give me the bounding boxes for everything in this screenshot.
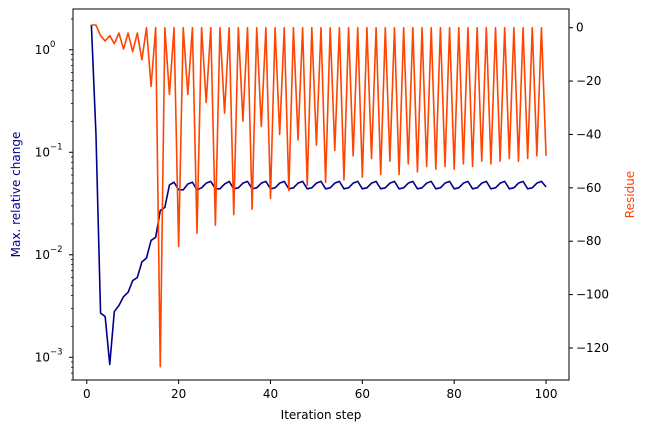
x-tick-label: 0 bbox=[83, 387, 91, 401]
x-axis-label: Iteration step bbox=[281, 408, 362, 422]
left-y-tick-exponent: −2 bbox=[50, 245, 63, 255]
left-y-tick-label: 10 bbox=[35, 43, 50, 57]
plot-frame bbox=[72, 8, 570, 381]
left-y-tick-label: 10 bbox=[35, 350, 50, 364]
left-y-axis-label: Max. relative change bbox=[9, 132, 23, 258]
right-y-tick-label: −100 bbox=[576, 288, 609, 302]
right-y-tick-label: −40 bbox=[576, 127, 601, 141]
x-tick-label: 60 bbox=[355, 387, 370, 401]
left-y-tick-exponent: −1 bbox=[50, 142, 63, 152]
left-y-tick-label: 10 bbox=[35, 248, 50, 262]
right-y-tick-label: −60 bbox=[576, 181, 601, 195]
right-y-tick-label: −80 bbox=[576, 234, 601, 248]
right-y-axis-label: Residue bbox=[623, 171, 637, 218]
x-tick-label: 80 bbox=[447, 387, 462, 401]
right-y-tick-label: −120 bbox=[576, 341, 609, 355]
x-tick-label: 40 bbox=[263, 387, 278, 401]
x-tick-label: 100 bbox=[535, 387, 558, 401]
plot-marks bbox=[90, 24, 547, 368]
max-relative-change-line bbox=[90, 24, 547, 366]
right-y-tick-label: 0 bbox=[576, 21, 584, 35]
left-y-tick-exponent: −3 bbox=[50, 347, 63, 357]
right-y-tick-label: −20 bbox=[576, 74, 601, 88]
residue-line bbox=[91, 24, 547, 368]
left-y-tick-exponent: 0 bbox=[50, 40, 55, 50]
left-y-tick-label: 10 bbox=[35, 145, 50, 159]
x-tick-label: 20 bbox=[171, 387, 186, 401]
